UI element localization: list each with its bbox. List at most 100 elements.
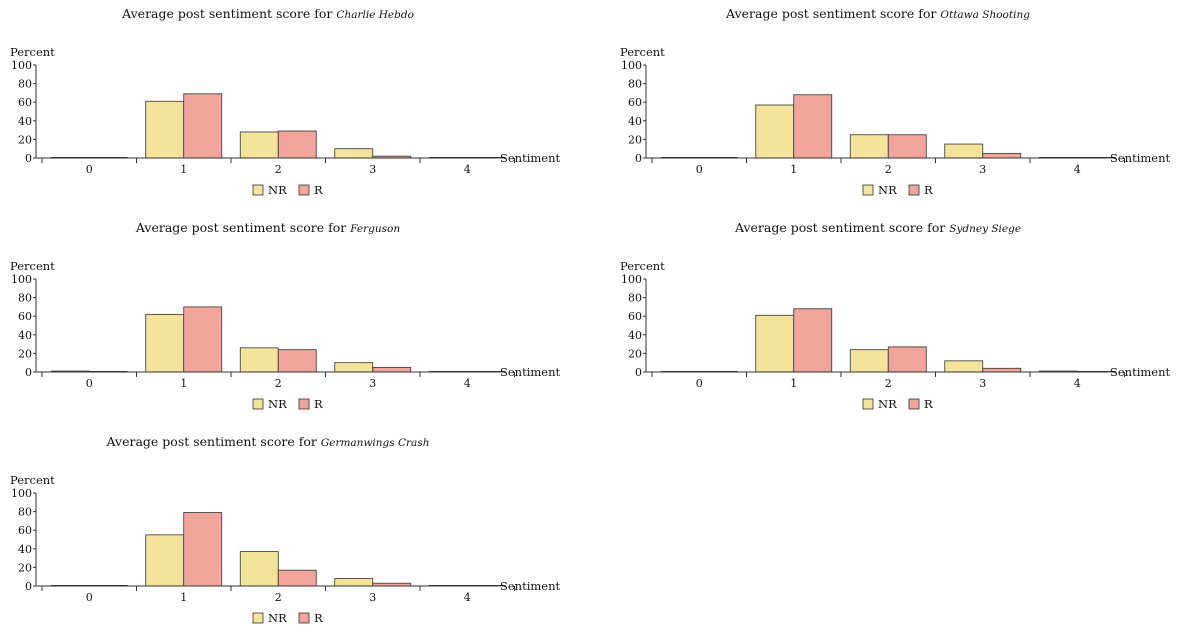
y-tick-label: 20 [18, 133, 32, 146]
y-tick-label: 0 [25, 580, 32, 593]
y-tick-label: 0 [25, 152, 32, 165]
y-tick-label: 100 [11, 59, 32, 72]
legend-swatch-r [298, 398, 310, 410]
legend: NR R [252, 183, 323, 197]
x-tick-label: 3 [369, 591, 376, 604]
chart-panel: Average post sentiment score for Charlie … [10, 6, 561, 197]
bar-r-2 [887, 346, 927, 373]
x-tick-label: 3 [369, 163, 376, 176]
legend-label-r: R [314, 611, 323, 625]
bar-r-1 [793, 94, 833, 159]
chart-title-event: Ottawa Shooting [940, 9, 1030, 21]
legend-swatch-r [908, 184, 920, 196]
bar-r-3 [372, 366, 412, 373]
bar-nr-3 [334, 578, 374, 587]
x-tick-label: 1 [180, 591, 187, 604]
chart-title: Average post sentiment score for Ottawa S… [725, 6, 1030, 21]
legend: NR R [862, 397, 933, 411]
x-tick-label: 0 [696, 377, 703, 390]
bar-nr-1 [145, 313, 185, 373]
legend-label-nr: NR [268, 397, 287, 411]
chart-panel: Average post sentiment score for Ferguson… [10, 220, 561, 411]
legend-label-r: R [314, 183, 323, 197]
legend-swatch-nr [862, 398, 874, 410]
x-tick-label: 2 [275, 163, 282, 176]
y-tick-label: 80 [18, 292, 32, 305]
legend-label-nr: NR [268, 183, 287, 197]
y-tick-label: 100 [621, 273, 642, 286]
x-tick-label: 2 [275, 591, 282, 604]
chart-panel: Average post sentiment score for Ottawa S… [620, 6, 1171, 197]
legend: NR R [252, 611, 323, 625]
bar-r-2 [887, 134, 927, 159]
chart-title-event: Sydney Siege [949, 223, 1021, 235]
y-tick-label: 0 [25, 366, 32, 379]
y-tick-label: 20 [628, 133, 642, 146]
bar-nr-2 [849, 349, 889, 373]
bar-r-2 [277, 130, 317, 159]
chart-title: Average post sentiment score for Charlie … [121, 6, 414, 21]
legend-swatch-r [298, 612, 310, 624]
x-tick-label: 4 [1074, 377, 1081, 390]
x-tick-label: 0 [86, 591, 93, 604]
bar-r-1 [183, 306, 223, 373]
y-tick-label: 100 [621, 59, 642, 72]
chart-title-prefix: Average post sentiment score for [135, 220, 346, 235]
x-tick-label: 4 [464, 591, 471, 604]
chart-title-prefix: Average post sentiment score for [121, 6, 332, 21]
bar-r-1 [183, 512, 223, 587]
bar-nr-1 [755, 104, 795, 159]
x-tick-label: 2 [885, 163, 892, 176]
x-tick-label: 2 [275, 377, 282, 390]
x-tick-label: 3 [979, 163, 986, 176]
y-axis-label: Percent [620, 259, 665, 273]
chart-title-event: Ferguson [349, 223, 400, 235]
chart-title: Average post sentiment score for Ferguson [135, 220, 400, 235]
bar-r-1 [183, 93, 223, 159]
legend-label-nr: NR [878, 397, 897, 411]
y-tick-label: 60 [628, 96, 642, 109]
legend: NR R [862, 183, 933, 197]
legend-swatch-r [298, 184, 310, 196]
x-tick-label: 0 [696, 163, 703, 176]
legend-swatch-nr [252, 184, 264, 196]
bar-nr-2 [849, 134, 889, 159]
x-tick-label: 4 [464, 163, 471, 176]
y-tick-label: 40 [18, 115, 32, 128]
legend-label-r: R [924, 183, 933, 197]
y-tick-label: 20 [18, 561, 32, 574]
chart-panel: Average post sentiment score for Sydney S… [620, 220, 1171, 411]
x-tick-label: 1 [180, 163, 187, 176]
x-axis-label: Sentiment [500, 365, 561, 379]
legend-swatch-nr [252, 398, 264, 410]
y-tick-label: 60 [18, 96, 32, 109]
bar-nr-3 [944, 360, 984, 373]
x-tick-label: 1 [180, 377, 187, 390]
bar-nr-1 [755, 314, 795, 373]
bar-nr-3 [334, 362, 374, 373]
y-tick-label: 0 [635, 152, 642, 165]
legend-label-nr: NR [878, 183, 897, 197]
y-tick-label: 40 [18, 543, 32, 556]
y-tick-label: 60 [18, 524, 32, 537]
x-axis-label: Sentiment [500, 151, 561, 165]
x-tick-label: 4 [464, 377, 471, 390]
bar-nr-3 [944, 143, 984, 159]
x-tick-label: 4 [1074, 163, 1081, 176]
y-tick-label: 20 [18, 347, 32, 360]
bar-nr-2 [239, 131, 279, 159]
y-tick-label: 80 [18, 506, 32, 519]
x-tick-label: 3 [979, 377, 986, 390]
x-tick-label: 1 [790, 163, 797, 176]
chart-panel: Average post sentiment score for Germanwi… [10, 434, 561, 625]
chart-title-event: Charlie Hebdo [336, 9, 413, 21]
y-tick-label: 40 [628, 329, 642, 342]
x-axis-label: Sentiment [1110, 365, 1171, 379]
chart-title: Average post sentiment score for Sydney S… [734, 220, 1021, 235]
x-tick-label: 1 [790, 377, 797, 390]
chart-title-event: Germanwings Crash [321, 437, 430, 449]
y-axis-label: Percent [10, 473, 55, 487]
x-tick-label: 0 [86, 377, 93, 390]
legend-swatch-nr [252, 612, 264, 624]
